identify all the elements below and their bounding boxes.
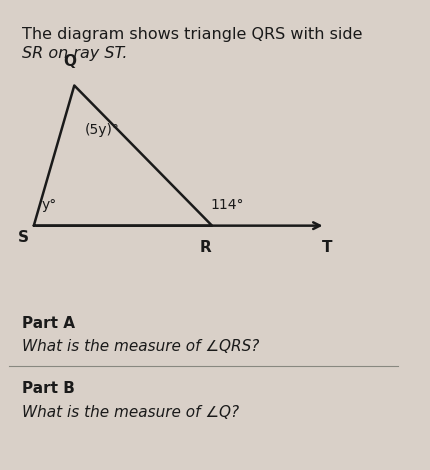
Text: Part B: Part B — [22, 381, 74, 396]
Text: Q: Q — [64, 54, 77, 69]
Text: Part A: Part A — [22, 316, 74, 331]
Text: T: T — [322, 240, 332, 255]
Text: The diagram shows triangle QRS with side: The diagram shows triangle QRS with side — [22, 27, 361, 42]
Text: 114°: 114° — [209, 197, 243, 212]
Text: What is the measure of ∠Q?: What is the measure of ∠Q? — [22, 405, 238, 420]
Text: R: R — [200, 240, 211, 255]
Text: y°: y° — [42, 197, 57, 212]
Text: What is the measure of ∠QRS?: What is the measure of ∠QRS? — [22, 339, 258, 354]
Text: S: S — [18, 230, 29, 245]
Text: (5y)°: (5y)° — [84, 123, 119, 137]
Text: SR on ray ST.: SR on ray ST. — [22, 46, 127, 61]
